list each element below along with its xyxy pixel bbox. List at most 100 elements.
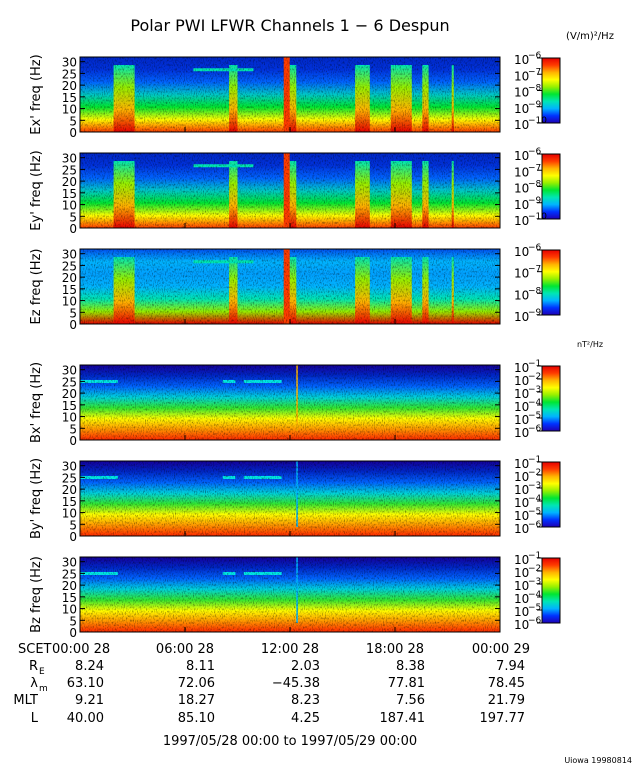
colorbar-tick-label: 10 <box>514 102 529 116</box>
colorbar-tick-exponent: −1 <box>528 551 541 561</box>
y-axis-label: Ey' freq (Hz) <box>29 150 44 230</box>
colorbar <box>541 57 561 124</box>
y-tick-label: 5 <box>69 210 77 224</box>
colorbar-tick-label: 10 <box>514 53 529 67</box>
colorbar-tick-label: 10 <box>514 483 529 497</box>
colorbar <box>541 557 561 624</box>
y-axis-label: Bx' freq (Hz) <box>29 362 44 443</box>
colorbar-tick-label: 10 <box>514 198 529 212</box>
colorbar-tick-exponent: −2 <box>528 468 541 478</box>
y-tick-label: 20 <box>62 579 77 593</box>
x-time-label: 18:00 28 <box>366 642 424 657</box>
row-label: R <box>29 659 38 674</box>
y-tick-label: 0 <box>69 530 77 544</box>
colorbar-tick-exponent: −6 <box>528 243 542 253</box>
y-tick-label: 0 <box>69 126 77 140</box>
colorbar-tick-label: 10 <box>514 374 529 388</box>
colorbar-tick-exponent: −10 <box>528 212 547 222</box>
row-label: λ <box>30 676 38 691</box>
y-tick-label: 20 <box>62 79 77 93</box>
colorbar-tick-exponent: −5 <box>528 411 541 421</box>
colorbar-tick-exponent: −9 <box>528 196 542 206</box>
y-tick-label: 30 <box>62 364 77 378</box>
colorbar-unit: (V/m)²/Hz <box>566 31 614 42</box>
colorbar-tick-label: 10 <box>514 553 529 567</box>
y-tick-label: 20 <box>62 483 77 497</box>
x-value: 8.38 <box>396 659 425 674</box>
x-time-label: 00:00 28 <box>52 642 110 657</box>
x-value: 63.10 <box>67 676 104 691</box>
y-tick-label: 15 <box>62 91 77 105</box>
y-tick-label: 5 <box>69 614 77 628</box>
colorbar-tick-exponent: −8 <box>528 84 542 94</box>
y-axis-label: Ex' freq (Hz) <box>29 54 44 134</box>
colorbar-tick-exponent: −3 <box>528 385 541 395</box>
y-tick-label: 10 <box>62 603 77 617</box>
colorbar-tick-exponent: −8 <box>528 180 542 190</box>
row-label: MLT <box>13 693 38 708</box>
colorbar <box>541 461 561 528</box>
noise-texture <box>80 249 500 324</box>
y-tick-label: 25 <box>62 163 77 177</box>
colorbar-tick-label: 10 <box>514 361 529 375</box>
colorbar-tick-label: 10 <box>514 509 529 523</box>
colorbar-tick-exponent: −4 <box>528 590 542 600</box>
colorbar-tick-label: 10 <box>514 522 529 536</box>
colorbar-tick-label: 10 <box>514 149 529 163</box>
y-tick-label: 15 <box>62 591 77 605</box>
colorbar-tick-label: 10 <box>514 426 529 440</box>
x-value: 2.03 <box>291 659 320 674</box>
colorbar-tick-label: 10 <box>514 267 529 281</box>
y-tick-label: 30 <box>62 556 77 570</box>
y-tick-label: 20 <box>62 271 77 285</box>
colorbar-tick-label: 10 <box>514 413 529 427</box>
y-tick-label: 25 <box>62 67 77 81</box>
colorbar-tick-exponent: −6 <box>528 424 542 434</box>
x-value: 7.56 <box>396 693 425 708</box>
colorbar-tick-label: 10 <box>514 86 529 100</box>
colorbar-tick-label: 10 <box>514 592 529 606</box>
y-tick-label: 15 <box>62 283 77 297</box>
colorbar-tick-exponent: −2 <box>528 564 541 574</box>
y-tick-label: 5 <box>69 114 77 128</box>
y-tick-label: 10 <box>62 199 77 213</box>
colorbar-tick-exponent: −3 <box>528 577 541 587</box>
colorbar-tick-exponent: −5 <box>528 507 541 517</box>
y-tick-label: 10 <box>62 411 77 425</box>
colorbar-tick-label: 10 <box>514 387 529 401</box>
time-range: 1997/05/28 00:00 to 1997/05/29 00:00 <box>163 734 417 749</box>
row-label: SCET <box>18 642 52 657</box>
colorbar-unit: nT²/Hz <box>577 340 603 349</box>
colorbar-tick-exponent: −7 <box>528 265 541 275</box>
colorbar-tick-exponent: −7 <box>528 67 541 77</box>
x-value: 9.21 <box>75 693 104 708</box>
row-label-subscript: m <box>39 684 48 694</box>
y-tick-label: 10 <box>62 103 77 117</box>
x-value: 85.10 <box>178 711 215 726</box>
colorbar-tick-label: 10 <box>514 288 529 302</box>
colorbar-tick-label: 10 <box>514 400 529 414</box>
y-tick-label: 5 <box>69 518 77 532</box>
x-time-label: 00:00 29 <box>472 642 530 657</box>
y-tick-label: 25 <box>62 375 77 389</box>
noise-texture <box>80 557 500 632</box>
x-value: 197.77 <box>480 711 526 726</box>
y-tick-label: 0 <box>69 222 77 236</box>
x-value: 187.41 <box>380 711 426 726</box>
colorbar-tick-exponent: −5 <box>528 603 541 613</box>
colorbar-tick-label: 10 <box>514 470 529 484</box>
colorbar <box>541 249 561 316</box>
colorbar-tick-exponent: −3 <box>528 481 541 491</box>
y-tick-label: 0 <box>69 434 77 448</box>
colorbar-tick-exponent: −8 <box>528 286 542 296</box>
colorbar-tick-exponent: −4 <box>528 398 542 408</box>
y-tick-label: 20 <box>62 387 77 401</box>
y-tick-label: 25 <box>62 567 77 581</box>
y-tick-label: 30 <box>62 56 77 70</box>
colorbar-tick-exponent: −6 <box>528 147 542 157</box>
